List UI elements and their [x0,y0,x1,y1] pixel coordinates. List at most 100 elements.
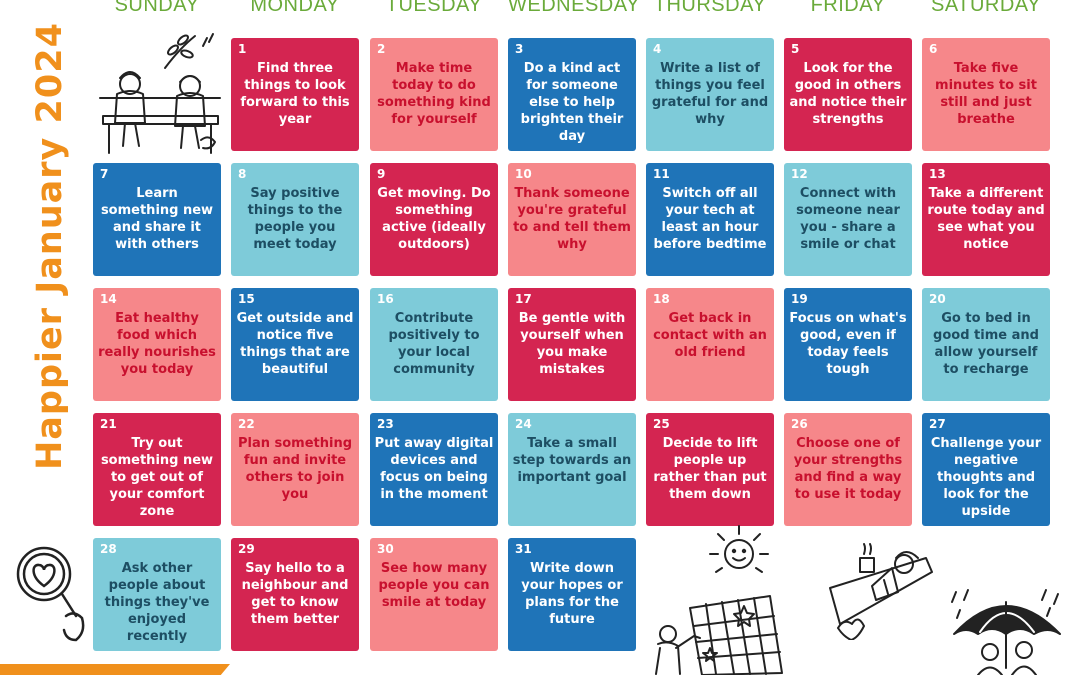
day-activity: Write a list of things you feel grateful… [651,61,769,127]
day-activity: Learn something new and share it with ot… [100,186,214,252]
day-cell-13: 13 Take a different route today and see w… [922,163,1050,276]
day-cell-26: 26 Choose one of your strengths and find … [784,413,912,526]
day-activity: Switch off all your tech at least an hou… [653,186,767,252]
day-activity: Say hello to a neighbour and get to know… [241,561,349,627]
day-activity: Be gentle with yourself when you make mi… [518,311,626,377]
day-activity: Ask other people about things they've en… [104,561,210,644]
day-number: 22 [238,417,255,431]
day-activity: Focus on what's good, even if today feel… [789,311,907,377]
day-activity: Take a small step towards an important g… [512,436,632,485]
day-cell-8: 8 Say positive things to the people you m… [231,163,359,276]
day-activity: Contribute positively to your local comm… [388,311,480,377]
day-cell-31: 31 Write down your hopes or plans for the… [508,538,636,651]
day-activity: Do a kind act for someone else to help b… [520,61,624,144]
day-cell-23: 23 Put away digital devices and focus on … [370,413,498,526]
smiling-face-icon [709,525,769,573]
day-activity: Find three things to look forward to thi… [240,61,350,127]
magnifier-heart-icon [16,546,85,642]
day-number: 26 [791,417,808,431]
day-number: 12 [791,167,808,181]
day-number: 7 [100,167,109,181]
day-cell-3: 3 Do a kind act for someone else to help … [508,38,636,151]
day-activity: Go to bed in good time and allow yoursel… [933,311,1039,377]
day-number: 4 [653,42,662,56]
weekday-friday: FRIDAY [810,0,886,16]
day-number: 15 [238,292,255,306]
day-number: 14 [100,292,117,306]
weekday-sunday: SUNDAY [114,0,200,16]
day-cell-28: 28 Ask other people about things they've … [93,538,221,651]
day-activity: Eat healthy food which really nourishes … [98,311,216,377]
day-activity: Thank someone you're grateful to and tel… [513,186,631,252]
day-cell-12: 12 Connect with someone near you - share … [784,163,912,276]
day-activity: Decide to lift people up rather than put… [653,436,767,502]
day-activity: Plan something fun and invite others to … [237,436,353,502]
day-number: 16 [377,292,394,306]
day-activity: See how many people you can smile at tod… [378,561,490,610]
day-number: 5 [791,42,800,56]
day-number: 13 [929,167,946,181]
day-number: 23 [377,417,394,431]
day-cell-21: 21 Try out something new to get out of yo… [93,413,221,526]
day-number: 3 [515,42,524,56]
day-number: 1 [238,42,247,56]
day-cell-29: 29 Say hello to a neighbour and get to kn… [231,538,359,651]
bench-couple-illustration [99,33,221,154]
day-cell-18: 18 Get back in contact with an old friend [646,288,774,401]
day-cell-7: 7 Learn something new and share it with o… [93,163,221,276]
page-title: Happier January 2024 [30,22,70,470]
day-cell-9: 9 Get moving. Do something active (ideall… [370,163,498,276]
day-number: 18 [653,292,670,306]
day-number: 28 [100,542,117,556]
day-number: 8 [238,167,247,181]
accent-bar [0,664,230,675]
day-cell-22: 22 Plan something fun and invite others t… [231,413,359,526]
day-number: 17 [515,292,532,306]
day-number: 30 [377,542,394,556]
day-number: 10 [515,167,532,181]
day-cell-19: 19 Focus on what's good, even if today fe… [784,288,912,401]
day-activity: Choose one of your strengths and find a … [793,436,903,502]
day-activity: Look for the good in others and notice t… [789,61,907,127]
day-cell-1: 1 Find three things to look forward to th… [231,38,359,151]
day-activity: Try out something new to get out of your… [100,436,214,519]
day-cell-14: 14 Eat healthy food which really nourishe… [93,288,221,401]
day-activity: Connect with someone near you - share a … [796,186,900,252]
day-cell-27: 27 Challenge your negative thoughts and l… [922,413,1050,526]
calendar-planning-illustration [655,595,783,675]
day-cell-4: 4 Write a list of things you feel gratefu… [646,38,774,151]
day-activity: Challenge your negative thoughts and loo… [930,436,1042,519]
day-number: 24 [515,417,532,431]
day-number: 6 [929,42,938,56]
day-number: 31 [515,542,532,556]
day-activity: Say positive things to the people you me… [247,186,343,252]
day-activity: Get outside and notice five things that … [236,311,354,377]
day-cell-15: 15 Get outside and notice five things tha… [231,288,359,401]
day-cell-6: 6 Take five minutes to sit still and just… [922,38,1050,151]
weekday-saturday: SATURDAY [931,0,1041,16]
day-activity: Make time today to do something kind for… [377,61,491,127]
weekday-tuesday: TUESDAY [385,0,483,16]
day-number: 21 [100,417,117,431]
day-cell-5: 5 Look for the good in others and notice … [784,38,912,151]
day-activity: Take a different route today and see wha… [927,186,1045,252]
day-cell-11: 11 Switch off all your tech at least an h… [646,163,774,276]
day-cell-24: 24 Take a small step towards an important… [508,413,636,526]
weekday-wednesday: WEDNESDAY [508,0,640,16]
day-cell-30: 30 See how many people you can smile at t… [370,538,498,651]
day-cell-10: 10 Thank someone you're grateful to and t… [508,163,636,276]
day-cell-2: 2 Make time today to do something kind fo… [370,38,498,151]
day-number: 27 [929,417,946,431]
weekday-header: SUNDAY MONDAY TUESDAY WEDNESDAY THURSDAY… [93,0,1063,22]
day-number: 9 [377,167,386,181]
weekday-monday: MONDAY [250,0,340,16]
day-activity: Write down your hopes or plans for the f… [521,561,623,627]
day-number: 2 [377,42,386,56]
weekday-thursday: THURSDAY [653,0,767,16]
day-number: 20 [929,292,946,306]
day-number: 29 [238,542,255,556]
day-activity: Take five minutes to sit still and just … [935,61,1037,127]
day-number: 19 [791,292,808,306]
day-activity: Put away digital devices and focus on be… [374,436,494,502]
day-cell-17: 17 Be gentle with yourself when you make … [508,288,636,401]
